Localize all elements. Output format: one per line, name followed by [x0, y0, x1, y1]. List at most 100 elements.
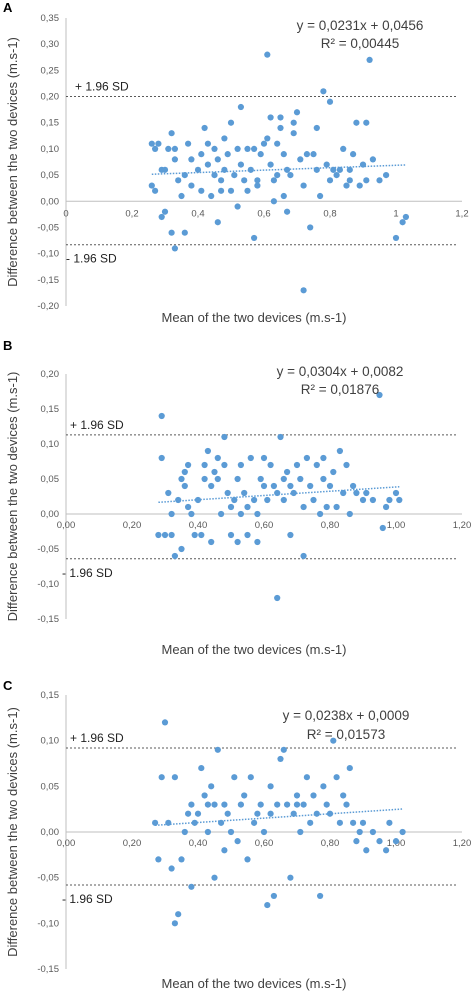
data-point — [346, 166, 353, 173]
data-point — [293, 109, 301, 116]
data-point — [264, 51, 271, 58]
data-point — [257, 151, 264, 158]
x-tick-label: 0,00 — [57, 838, 76, 849]
data-point — [221, 166, 228, 173]
data-point — [148, 140, 155, 147]
data-point — [359, 819, 367, 826]
data-point — [270, 177, 277, 184]
data-point — [264, 901, 271, 909]
data-point — [280, 151, 287, 158]
y-tick-label: 0,20 — [41, 92, 60, 103]
data-point — [396, 496, 403, 504]
data-point — [241, 489, 248, 497]
data-point — [178, 856, 185, 863]
data-point — [185, 810, 192, 817]
x-tick-label: 0 — [63, 208, 68, 219]
data-point — [221, 847, 228, 854]
data-point — [185, 503, 192, 511]
data-point — [188, 156, 195, 163]
trend-line — [158, 486, 400, 504]
panel-c-upper-sd-label: + 1.96 SD — [70, 731, 124, 745]
data-point — [297, 828, 304, 836]
data-point — [211, 468, 218, 476]
panel-c-ylabel: Difference between the two devices (m.s-… — [5, 707, 20, 957]
data-point — [392, 838, 400, 845]
trend-line — [151, 164, 406, 175]
data-point — [392, 489, 400, 497]
data-point — [188, 883, 195, 890]
data-point — [247, 454, 254, 462]
data-point — [244, 145, 251, 153]
data-point — [168, 510, 175, 518]
data-point — [399, 828, 406, 836]
data-point — [320, 783, 327, 790]
y-tick-label: 0,00 — [41, 196, 60, 207]
y-tick-label: 0,30 — [41, 39, 60, 50]
data-point — [340, 792, 347, 799]
data-point — [247, 774, 254, 781]
data-point — [227, 828, 235, 836]
data-point — [204, 801, 211, 808]
data-point — [171, 156, 178, 163]
data-point — [376, 177, 383, 184]
data-point — [350, 482, 357, 490]
data-point — [307, 482, 314, 490]
data-point — [221, 433, 228, 441]
data-point — [175, 177, 182, 184]
data-point — [369, 828, 376, 836]
data-point — [158, 412, 165, 420]
data-point — [211, 874, 218, 881]
x-tick-label: 0,8 — [323, 208, 336, 219]
panel-c-xlabel: Mean of the two devices (m.s-1) — [162, 976, 347, 991]
data-point — [386, 819, 393, 826]
data-point — [201, 475, 208, 483]
data-point — [284, 801, 291, 808]
data-point — [313, 124, 320, 132]
x-tick-label: 0,00 — [57, 520, 76, 531]
data-point — [224, 810, 231, 817]
data-point — [175, 496, 182, 504]
data-point — [214, 454, 221, 462]
y-tick-label: 0,15 — [41, 690, 60, 701]
data-point — [333, 171, 340, 179]
data-point — [201, 792, 208, 799]
x-tick-label: 0,60 — [255, 838, 274, 849]
panel-b-r2: R² = 0,01876 — [301, 382, 379, 397]
data-point — [303, 774, 310, 781]
data-point — [165, 145, 172, 153]
data-point — [251, 496, 258, 504]
data-point — [208, 783, 215, 790]
data-point — [343, 801, 350, 808]
data-point — [171, 774, 178, 781]
data-point — [234, 475, 241, 483]
data-point — [340, 489, 347, 497]
data-point — [234, 838, 241, 845]
data-point — [227, 531, 235, 539]
data-point — [171, 920, 178, 927]
data-point — [270, 198, 277, 205]
data-point — [363, 119, 370, 126]
data-point — [198, 151, 205, 158]
data-point — [178, 545, 185, 553]
panel-a-xlabel: Mean of the two devices (m.s-1) — [162, 310, 347, 325]
data-point — [284, 468, 291, 476]
panel-b-lower-sd-label: - 1.96 SD — [62, 566, 113, 580]
data-point — [333, 774, 340, 781]
data-point — [353, 838, 360, 845]
data-point — [290, 810, 297, 817]
data-point — [178, 475, 185, 483]
data-point — [274, 801, 281, 808]
data-point — [336, 166, 343, 173]
data-point — [317, 510, 324, 518]
data-point — [300, 287, 307, 294]
data-point — [260, 454, 268, 462]
y-tick-label: -0,10 — [37, 249, 59, 260]
data-point — [168, 865, 175, 872]
data-point — [231, 171, 238, 179]
data-point — [188, 801, 195, 808]
data-point — [323, 503, 330, 511]
y-tick-label: -0,05 — [37, 222, 59, 233]
data-point — [244, 187, 251, 194]
data-point — [307, 224, 314, 231]
data-point — [257, 475, 264, 483]
